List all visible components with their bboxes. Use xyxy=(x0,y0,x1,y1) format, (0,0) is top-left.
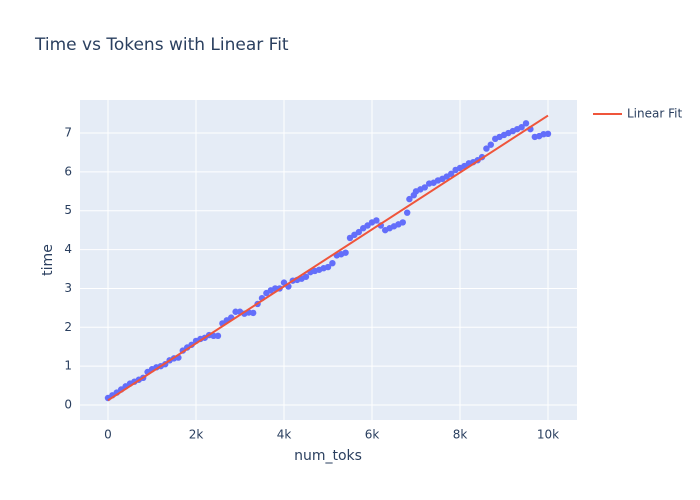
data-point xyxy=(483,145,490,152)
data-point xyxy=(355,228,362,236)
y-axis-label: time xyxy=(40,244,56,276)
data-point xyxy=(214,332,222,340)
y-tick-label: 2 xyxy=(64,320,72,334)
y-tick-label: 5 xyxy=(64,203,72,217)
data-point xyxy=(447,170,455,178)
y-tick-label: 7 xyxy=(64,126,72,140)
data-point xyxy=(210,332,217,340)
x-tick-label: 10k xyxy=(537,428,559,442)
data-point xyxy=(544,130,552,138)
data-point xyxy=(487,141,495,148)
data-point xyxy=(302,273,310,280)
data-point xyxy=(399,219,406,226)
x-tick-label: 2k xyxy=(189,428,204,442)
fit-line xyxy=(107,114,549,402)
data-point xyxy=(522,120,530,127)
y-tick-label: 1 xyxy=(64,359,72,373)
data-point xyxy=(373,217,380,224)
chart-title: Time vs Tokens with Linear Fit xyxy=(34,35,289,55)
data-point xyxy=(518,123,525,131)
x-axis-label: num_toks xyxy=(294,448,362,464)
plot-area xyxy=(80,100,577,420)
y-tick-label: 0 xyxy=(64,398,72,412)
data-point xyxy=(232,308,239,315)
y-tick-label: 3 xyxy=(64,281,72,295)
x-tick-label: 8k xyxy=(453,428,468,442)
x-tick-label: 0 xyxy=(104,428,112,442)
legend-label: Linear Fit xyxy=(627,107,682,121)
x-tick-label: 6k xyxy=(365,428,380,442)
data-point xyxy=(421,184,428,191)
data-point xyxy=(406,195,413,203)
data-point xyxy=(324,263,332,271)
data-point xyxy=(329,259,336,267)
data-point xyxy=(403,209,411,216)
data-point xyxy=(342,249,349,256)
y-tick-label: 4 xyxy=(64,242,72,256)
x-tick-label: 4k xyxy=(277,428,292,442)
y-tick-label: 6 xyxy=(64,164,72,178)
data-point xyxy=(249,309,257,317)
